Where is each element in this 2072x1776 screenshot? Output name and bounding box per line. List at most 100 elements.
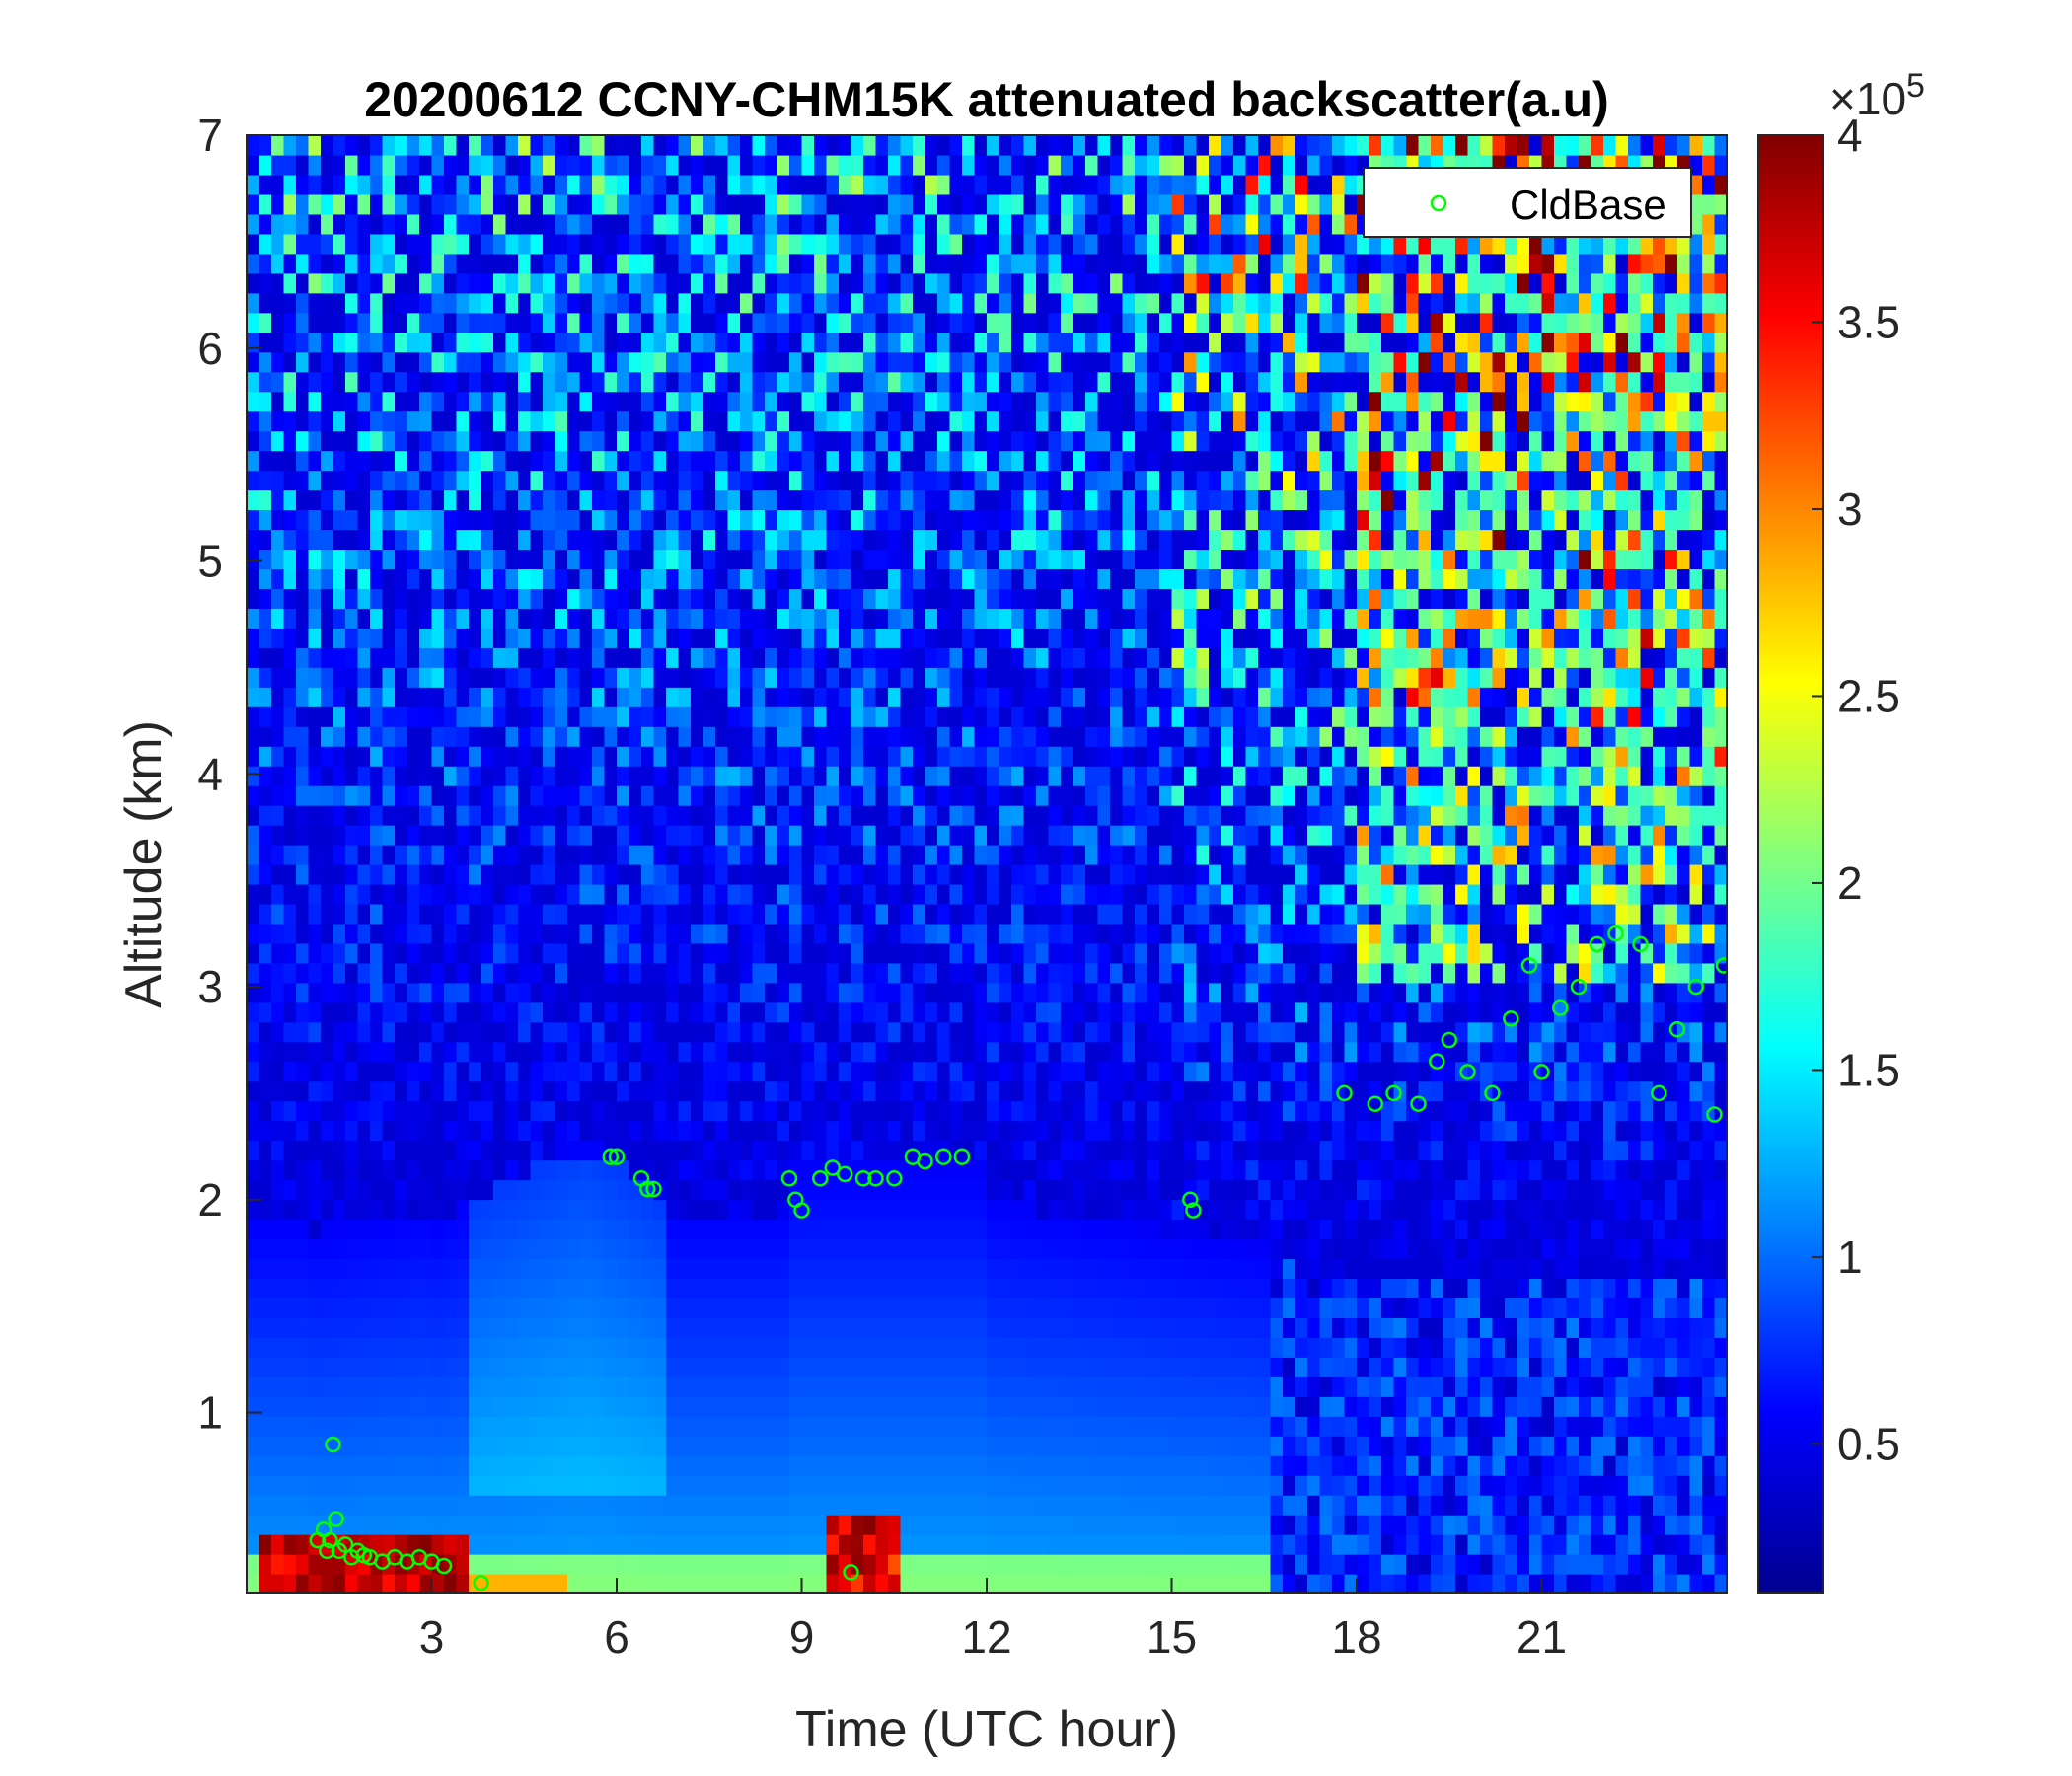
heatmap-cell xyxy=(875,213,889,235)
heatmap-cell xyxy=(283,351,297,373)
heatmap-cell xyxy=(913,962,926,984)
heatmap-cell xyxy=(407,588,420,609)
heatmap-cell xyxy=(801,332,815,353)
heatmap-cell xyxy=(543,1574,556,1593)
heatmap-cell xyxy=(962,628,976,648)
heatmap-cell xyxy=(604,1219,618,1240)
heatmap-cell xyxy=(789,568,803,589)
heatmap-cell xyxy=(752,746,766,767)
heatmap-cell xyxy=(296,1337,310,1358)
heatmap-cell xyxy=(752,1416,766,1437)
heatmap-cell xyxy=(308,1140,322,1161)
heatmap-cell xyxy=(431,174,445,195)
heatmap-cell xyxy=(962,923,976,944)
heatmap-cell xyxy=(987,135,1000,156)
heatmap-cell xyxy=(715,1080,729,1102)
heatmap-cell xyxy=(987,174,1000,195)
heatmap-cell xyxy=(925,233,938,255)
heatmap-cell xyxy=(543,391,556,412)
heatmap-cell xyxy=(419,430,433,452)
heatmap-cell xyxy=(321,903,334,925)
heatmap-cell xyxy=(271,903,285,925)
heatmap-cell xyxy=(727,410,741,432)
heatmap-cell xyxy=(345,1080,359,1102)
heatmap-cell xyxy=(962,1140,976,1161)
heatmap-cell xyxy=(814,1021,828,1043)
heatmap-cell xyxy=(814,1219,828,1240)
heatmap-cell xyxy=(321,1258,334,1280)
heatmap-cell xyxy=(789,292,803,314)
heatmap-cell xyxy=(579,1317,593,1338)
heatmap-cell xyxy=(271,430,285,452)
heatmap-cell xyxy=(826,430,840,452)
heatmap-cell xyxy=(555,1416,568,1437)
heatmap-cell xyxy=(691,253,704,274)
heatmap-cell xyxy=(456,193,470,215)
heatmap-cell xyxy=(678,450,692,472)
heatmap-cell xyxy=(913,332,926,353)
heatmap-cell xyxy=(1061,1357,1074,1377)
heatmap-cell xyxy=(1036,628,1050,648)
heatmap-cell xyxy=(839,1376,852,1397)
heatmap-cell xyxy=(370,489,384,511)
heatmap-cell xyxy=(407,154,420,176)
heatmap-cell xyxy=(617,292,630,314)
heatmap-cell xyxy=(296,1159,310,1181)
heatmap-cell xyxy=(987,154,1000,176)
heatmap-cell xyxy=(592,647,606,668)
heatmap-cell xyxy=(456,962,470,984)
heatmap-cell xyxy=(345,213,359,235)
heatmap-cell xyxy=(949,1120,963,1142)
heatmap-cell xyxy=(370,687,384,707)
heatmap-cell xyxy=(296,962,310,984)
heatmap-cell xyxy=(419,864,433,885)
heatmap-cell xyxy=(937,193,951,215)
heatmap-cell xyxy=(357,1001,371,1023)
heatmap-cell xyxy=(481,1061,494,1082)
heatmap-cell xyxy=(691,1041,704,1063)
heatmap-cell xyxy=(333,706,346,727)
heatmap-cell xyxy=(456,1021,470,1043)
heatmap-cell xyxy=(925,1219,938,1240)
heatmap-cell xyxy=(863,1317,877,1338)
heatmap-cell xyxy=(321,785,334,806)
heatmap-cell xyxy=(949,825,963,846)
heatmap-cell xyxy=(444,1534,458,1555)
heatmap-cell xyxy=(863,489,877,511)
heatmap-cell xyxy=(1036,1317,1050,1338)
heatmap-cell xyxy=(481,272,494,294)
heatmap-cell xyxy=(653,982,667,1003)
heatmap-cell xyxy=(444,292,458,314)
heatmap-cell xyxy=(321,923,334,944)
heatmap-cell xyxy=(419,371,433,393)
heatmap-cell xyxy=(727,1396,741,1417)
heatmap-cell xyxy=(345,1515,359,1535)
heatmap-cell xyxy=(765,410,778,432)
heatmap-cell xyxy=(691,588,704,609)
heatmap-cell xyxy=(296,667,310,688)
heatmap-cell xyxy=(900,962,914,984)
heatmap-cell xyxy=(259,292,272,314)
heatmap-cell xyxy=(1036,568,1050,589)
heatmap-cell xyxy=(826,746,840,767)
heatmap-cell xyxy=(530,1159,544,1181)
heatmap-cell xyxy=(666,687,680,707)
heatmap-cell xyxy=(925,1080,938,1102)
heatmap-cell xyxy=(987,470,1000,491)
heatmap-cell xyxy=(900,766,914,786)
heatmap-cell xyxy=(493,1238,507,1260)
heatmap-cell xyxy=(357,647,371,668)
heatmap-cell xyxy=(321,1297,334,1318)
heatmap-cell xyxy=(949,450,963,472)
heatmap-cell xyxy=(999,1219,1012,1240)
heatmap-cell xyxy=(555,332,568,353)
heatmap-cell xyxy=(604,1396,618,1417)
heatmap-cell xyxy=(431,1455,445,1476)
heatmap-cell xyxy=(641,1278,655,1298)
heatmap-cell xyxy=(370,785,384,806)
heatmap-cell xyxy=(271,647,285,668)
heatmap-cell xyxy=(999,174,1012,195)
heatmap-cell xyxy=(357,805,371,826)
heatmap-cell xyxy=(345,174,359,195)
heatmap-cell xyxy=(851,1238,864,1260)
